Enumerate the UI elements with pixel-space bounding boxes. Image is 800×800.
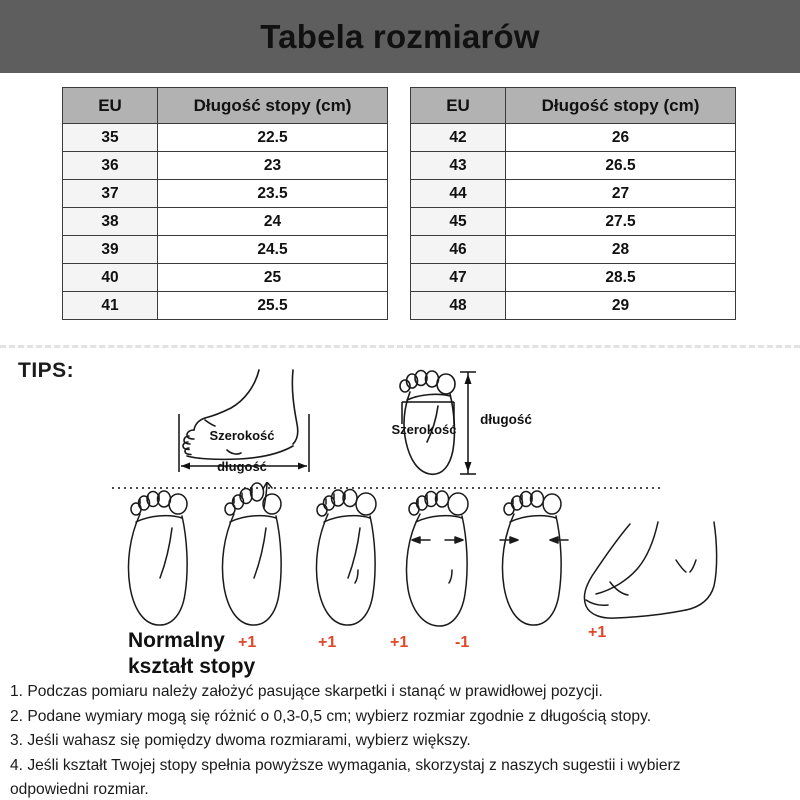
foot-shapes-illustration — [112, 481, 718, 627]
cell-eu: 47 — [410, 263, 506, 292]
page-header: Tabela rozmiarów — [0, 0, 800, 73]
cell-length: 24.5 — [157, 235, 388, 264]
cell-length: 28.5 — [505, 263, 736, 292]
tip-item: odpowiedni rozmiar. — [10, 781, 149, 798]
foot-long-toe — [221, 481, 282, 626]
cell-eu: 42 — [410, 123, 506, 152]
cell-eu: 38 — [62, 207, 158, 236]
cell-length: 24 — [157, 207, 388, 236]
column-header-eu: EU — [410, 87, 506, 124]
foot-side-diagram: Szerokość długość — [175, 368, 335, 478]
table-row: 46 28 — [410, 235, 736, 264]
cell-eu: 39 — [62, 235, 158, 264]
foot-side-icon: Szerokość długość — [178, 369, 310, 474]
cell-eu: 48 — [410, 291, 506, 320]
table-row: 40 25 — [62, 263, 388, 292]
table-row: 45 27.5 — [410, 207, 736, 236]
tip-item: 4. Jeśli kształt Twojej stopy spełnia po… — [10, 756, 681, 774]
foot-narrow — [501, 490, 562, 626]
foot-label-normal: Normalny kształt stopy — [128, 629, 256, 678]
cell-length: 26 — [505, 123, 736, 152]
cell-length: 23 — [157, 151, 388, 180]
table-row: 48 29 — [410, 291, 736, 320]
foot-high-instep — [583, 521, 718, 619]
cell-eu: 45 — [410, 207, 506, 236]
cell-eu: 35 — [62, 123, 158, 152]
cell-eu: 44 — [410, 179, 506, 208]
cell-eu: 40 — [62, 263, 158, 292]
table-row: 36 23 — [62, 151, 388, 180]
foot-label-delta-5: +1 — [588, 624, 607, 641]
tips-list: 1. Podczas pomiaru należy założyć pasują… — [10, 680, 796, 800]
size-table-left: EU Długość stopy (cm) 35 22.5 36 23 37 23.5 38… — [62, 87, 388, 320]
foot-normal — [127, 490, 188, 626]
size-tables: EU Długość stopy (cm) 35 22.5 36 23 37 23.5 38… — [0, 87, 800, 332]
cell-length: 29 — [505, 291, 736, 320]
cell-eu: 43 — [410, 151, 506, 180]
cell-eu: 37 — [62, 179, 158, 208]
foot-top-icon: długość Szerokość — [391, 369, 532, 475]
foot-label-delta-4: -1 — [455, 634, 470, 651]
cell-length: 23.5 — [157, 179, 388, 208]
top-length-label: długość — [480, 412, 532, 427]
table-row: 35 22.5 — [62, 123, 388, 152]
cell-eu: 46 — [410, 235, 506, 264]
table-row: 37 23.5 — [62, 179, 388, 208]
cell-length: 28 — [505, 235, 736, 264]
table-row: 39 24.5 — [62, 235, 388, 264]
foot-label-delta-1: +1 — [238, 634, 257, 651]
foot-wide-toes — [315, 488, 377, 626]
table-row: 47 28.5 — [410, 263, 736, 292]
tips-label: TIPS: — [18, 359, 75, 382]
top-width-label: Szerokość — [391, 422, 456, 437]
tip-item: 1. Podczas pomiaru należy założyć pasują… — [10, 683, 603, 700]
side-length-label: długość — [217, 459, 267, 474]
table-row: 38 24 — [62, 207, 388, 236]
cell-length: 25 — [157, 263, 388, 292]
table-row: 43 26.5 — [410, 151, 736, 180]
section-divider — [0, 345, 800, 348]
table-row: 44 27 — [410, 179, 736, 208]
cell-length: 27.5 — [505, 207, 736, 236]
size-table-right: EU Długość stopy (cm) 42 26 43 26.5 44 27 45 27… — [410, 87, 736, 320]
table-header-row: EU Długość stopy (cm) — [62, 87, 388, 124]
column-header-eu: EU — [62, 87, 158, 124]
cell-length: 22.5 — [157, 123, 388, 152]
foot-wide-ball — [405, 490, 469, 627]
table-row: 41 25.5 — [62, 291, 388, 320]
foot-label-delta-2: +1 — [318, 634, 337, 651]
tip-item: 2. Podane wymiary mogą się różnić o 0,3-… — [10, 707, 652, 725]
cell-length: 25.5 — [157, 291, 388, 320]
table-header-row: EU Długość stopy (cm) — [410, 87, 736, 124]
cell-eu: 41 — [62, 291, 158, 320]
cell-eu: 36 — [62, 151, 158, 180]
column-header-length: Długość stopy (cm) — [157, 87, 388, 124]
foot-shapes-row — [100, 481, 800, 647]
page-title: Tabela rozmiarów — [260, 17, 540, 55]
foot-top-diagram: długość Szerokość — [380, 362, 555, 480]
column-header-length: Długość stopy (cm) — [505, 87, 736, 124]
cell-length: 27 — [505, 179, 736, 208]
table-row: 42 26 — [410, 123, 736, 152]
tip-item: 3. Jeśli wahasz się pomiędzy dwoma rozmi… — [10, 732, 471, 749]
side-width-label: Szerokość — [209, 428, 274, 443]
cell-length: 26.5 — [505, 151, 736, 180]
foot-label-delta-3: +1 — [390, 634, 409, 651]
